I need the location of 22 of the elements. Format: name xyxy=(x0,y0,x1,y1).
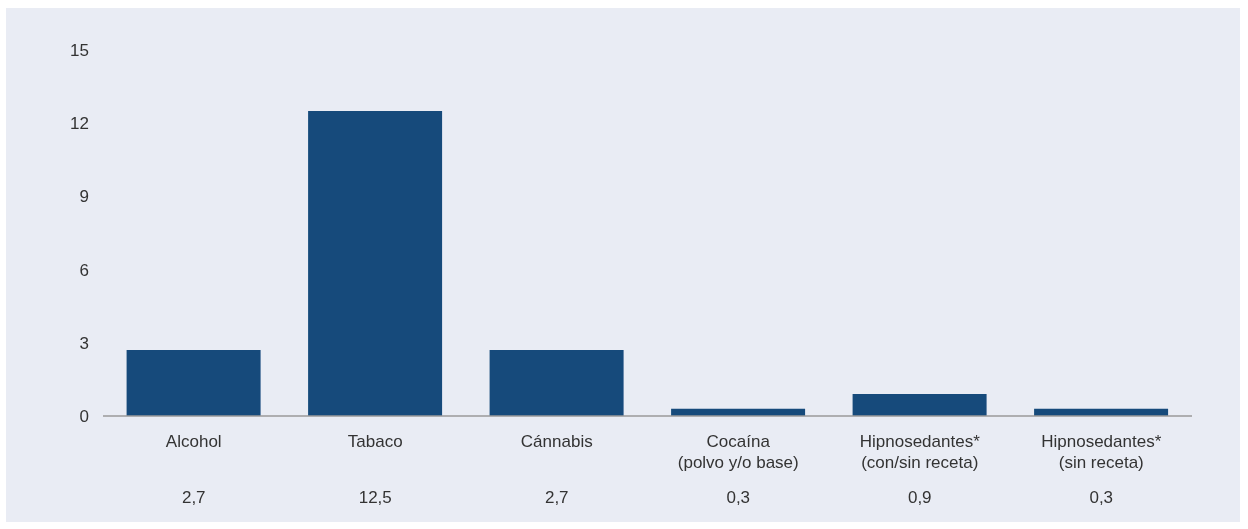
x-tick-label: Hipnosedantes* (con/sin receta) xyxy=(859,432,981,472)
x-tick-label: Alcohol xyxy=(165,432,222,451)
x-tick-label: Cocaína (polvo y/o base) xyxy=(677,432,799,472)
y-tick-label: 6 xyxy=(79,260,89,280)
bar xyxy=(126,350,261,416)
y-tick-label: 9 xyxy=(79,187,89,207)
bar xyxy=(489,350,624,416)
y-tick-label: 0 xyxy=(79,407,89,427)
bar xyxy=(852,394,987,416)
data-label: 12,5 xyxy=(358,488,392,507)
x-tick-label: Tabaco xyxy=(347,432,403,451)
y-tick-label: 12 xyxy=(70,114,89,134)
data-label: 2,7 xyxy=(181,488,206,507)
x-tick-label: Hipnosedantes* (sin receta) xyxy=(1041,432,1162,472)
y-tick-label: 3 xyxy=(79,333,89,353)
data-label: 0,9 xyxy=(907,488,932,507)
data-label: 2,7 xyxy=(544,488,569,507)
y-tick-label: 15 xyxy=(70,41,89,61)
bar xyxy=(308,111,443,416)
data-label: 0,3 xyxy=(1089,488,1114,507)
x-tick-label: Cánnabis xyxy=(520,432,593,451)
data-label: 0,3 xyxy=(726,488,751,507)
